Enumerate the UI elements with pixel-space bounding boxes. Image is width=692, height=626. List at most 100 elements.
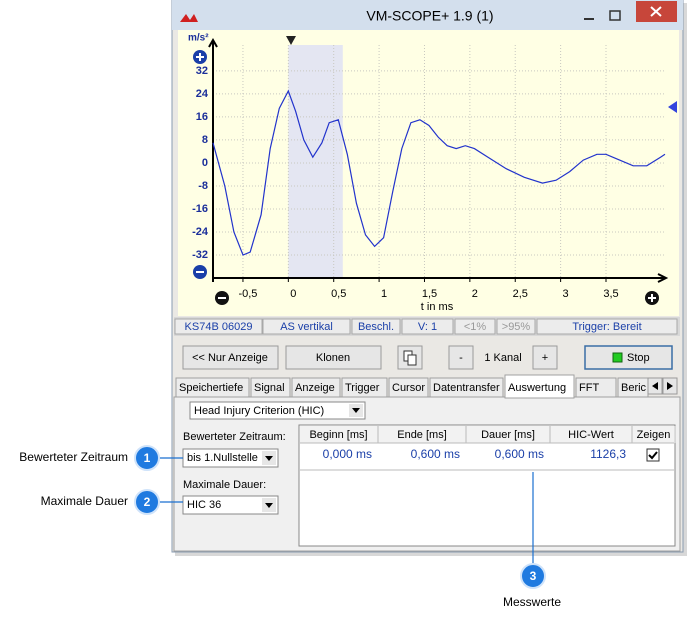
column-header: HIC-Wert	[568, 429, 614, 441]
chart-area	[178, 30, 679, 316]
toolbar: << Nur Anzeige Klonen - 1 Kanal + Stop	[182, 345, 673, 370]
zoom-icon	[196, 53, 204, 61]
status-cell	[262, 318, 351, 335]
duration-select[interactable]	[182, 495, 279, 515]
button-label: +	[542, 352, 548, 364]
status-cell	[536, 318, 678, 335]
minus-button[interactable]	[448, 345, 474, 370]
stop-button[interactable]	[584, 345, 673, 370]
callout-label: Maximale Dauer	[41, 494, 128, 508]
tab-label: Speichertiefe	[179, 382, 243, 394]
callout-badge	[134, 445, 160, 471]
status-text: AS vertikal	[280, 321, 333, 333]
tab[interactable]	[575, 377, 617, 398]
tabs: Speichertiefe Signal Anzeige Trigger Cursor D…	[175, 374, 649, 399]
x-tick-label: 2,5	[513, 288, 528, 300]
x-axis-label: t in ms	[421, 301, 454, 313]
column-header: Beginn [ms]	[309, 429, 367, 441]
y-tick-label: -32	[192, 249, 208, 261]
callout-label: Bewerteter Zeitraum	[19, 450, 128, 464]
callout-badge	[520, 563, 546, 589]
y-tick-label: 16	[196, 111, 208, 123]
y-tick-label: -24	[192, 226, 209, 238]
status-text: Trigger: Bereit	[572, 321, 641, 333]
tab[interactable]	[250, 377, 291, 398]
column-header: Zeigen	[637, 429, 671, 441]
column-header: Ende [ms]	[397, 429, 447, 441]
y-unit: m/s²	[188, 33, 209, 44]
select-value: HIC 36	[187, 499, 221, 511]
table-cell: 0,600 ms	[495, 447, 544, 461]
table-cell: 0,000 ms	[323, 447, 372, 461]
field-label: Maximale Dauer:	[183, 479, 266, 491]
trigger-marker[interactable]	[286, 36, 296, 45]
tab[interactable]	[388, 377, 429, 398]
level-marker[interactable]	[668, 101, 677, 113]
status-cell	[401, 318, 454, 335]
table-cell: 1126,3	[590, 447, 626, 461]
y-axis	[208, 37, 218, 282]
arrow-icon	[667, 382, 673, 390]
tab-label: Beric	[621, 382, 647, 394]
plus-button[interactable]	[532, 345, 558, 370]
nur-anzeige-button[interactable]	[182, 345, 279, 370]
tab[interactable]	[341, 377, 388, 398]
status-cell	[351, 318, 401, 335]
x-tick-label: 2	[472, 288, 478, 300]
callout-number: 3	[530, 569, 537, 583]
status-bar: KS74B 06029 AS vertikal Beschl. V: 1 <1% >95%…	[174, 317, 680, 336]
status-text: Beschl.	[358, 321, 394, 333]
x-tick-label: -0,5	[238, 288, 257, 300]
x-tick-label: 0,5	[331, 288, 346, 300]
method-select[interactable]	[189, 401, 366, 420]
callout-number: 2	[144, 495, 151, 509]
klonen-button[interactable]	[285, 345, 382, 370]
tab[interactable]	[429, 377, 504, 398]
tab[interactable]	[291, 377, 341, 398]
window-title: VM-SCOPE+ 1.9 (1)	[366, 8, 493, 24]
tab-label: Datentransfer	[433, 382, 500, 394]
button-label: Stop	[627, 352, 650, 364]
status-text: KS74B 06029	[185, 321, 253, 333]
y-tick-label: 24	[196, 88, 209, 100]
x-tick-label: 1	[381, 288, 387, 300]
select-value: bis 1.Nullstelle	[187, 452, 258, 464]
checkbox[interactable]	[646, 448, 660, 462]
tab[interactable]	[504, 374, 575, 399]
status-text: >95%	[502, 321, 531, 333]
zoom-icon	[648, 294, 656, 302]
callout-number: 1	[144, 451, 151, 465]
app-icon	[180, 14, 198, 22]
tab-label: FFT	[579, 382, 599, 394]
plot: 32 24 16 8 0 -8 -16 -24 -32 -0,5 0 0,5 1 1,5 2 2,5 3 3,5	[192, 37, 669, 300]
copy-icon	[407, 354, 417, 366]
callouts: 1 Bewerteter Zeitraum 2 Maximale Dauer 3 Mess…	[19, 445, 561, 609]
tab-label: Cursor	[392, 382, 425, 394]
status-text: V: 1	[418, 321, 437, 333]
x-tick-label: 1,5	[422, 288, 437, 300]
tab-label: Auswertung	[508, 382, 566, 394]
tab-label: Trigger	[345, 382, 380, 394]
y-tick-label: 0	[202, 157, 208, 169]
dropdown-icon	[265, 503, 273, 508]
status-cell	[174, 318, 263, 335]
y-tick-label: -8	[198, 180, 208, 192]
channel-label: 1 Kanal	[484, 352, 521, 364]
dropdown-icon	[352, 408, 360, 413]
button-label: << Nur Anzeige	[192, 352, 268, 364]
status-cell	[454, 318, 496, 335]
status-cell	[496, 318, 536, 335]
x-tick-label: 3	[563, 288, 569, 300]
close-icon	[650, 6, 662, 17]
arrow-icon	[652, 382, 658, 390]
signal-line	[212, 89, 666, 256]
highlight-range	[288, 45, 343, 278]
y-tick-label: 8	[202, 134, 208, 146]
tab[interactable]	[175, 377, 250, 398]
results-table	[298, 424, 676, 547]
table: Beginn [ms] Ende [ms] Dauer [ms] HIC-Wert Ze…	[300, 426, 676, 471]
maximize-button[interactable]	[609, 10, 621, 21]
table-header	[300, 426, 674, 443]
